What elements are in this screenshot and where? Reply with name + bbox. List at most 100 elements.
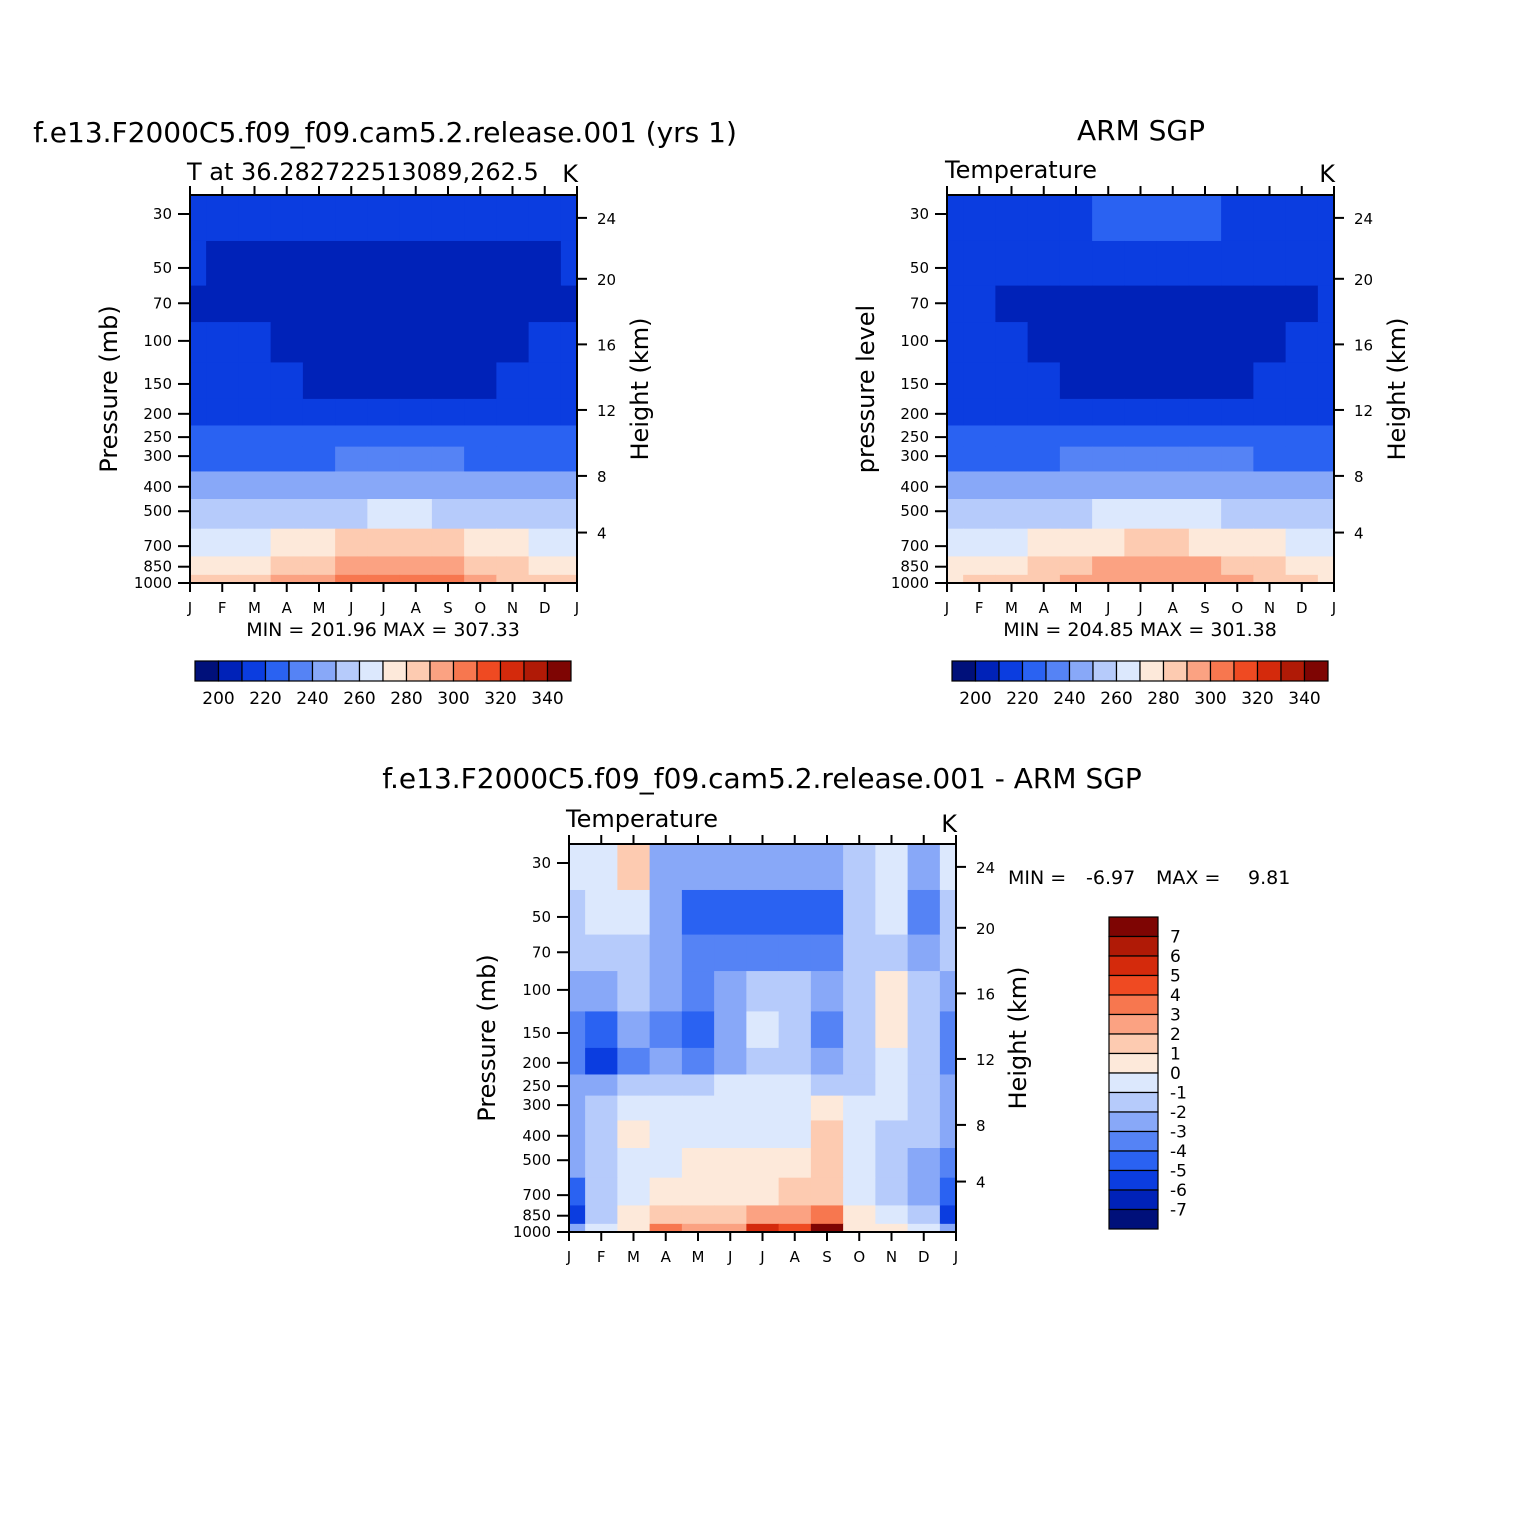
colorbar-label: -2 — [1170, 1103, 1187, 1123]
heatmap-cell — [995, 362, 1029, 400]
heatmap-cell — [238, 362, 272, 400]
y-tick-label: 1000 — [891, 574, 929, 592]
heatmap-cell — [1188, 471, 1222, 500]
heatmap-cell — [431, 398, 465, 427]
heatmap-cell — [206, 471, 239, 500]
heatmap-cell — [399, 362, 433, 400]
heatmap-cell — [335, 471, 368, 500]
heatmap-cell — [569, 1074, 586, 1097]
heatmap-cell — [714, 1205, 747, 1225]
colorbar-swatch — [1108, 1150, 1159, 1172]
heatmap-cell — [560, 556, 578, 576]
heatmap-cell — [1317, 446, 1335, 473]
heatmap-cell — [399, 398, 433, 427]
colorbar-swatch — [1303, 660, 1329, 682]
heatmap-cell — [1124, 398, 1158, 427]
colorbar-swatch — [1162, 660, 1188, 682]
heatmap-cell — [270, 398, 304, 427]
x-tick-label: M — [1070, 599, 1083, 617]
heatmap-cell — [302, 556, 336, 576]
heatmap-cell — [746, 1095, 780, 1122]
heatmap-cell — [681, 1147, 715, 1179]
x-tick-label: M — [627, 1248, 640, 1266]
heatmap-cell — [649, 1074, 683, 1097]
heatmap-cell — [1092, 195, 1125, 242]
heatmap-cell — [1124, 471, 1158, 500]
heatmap-cell — [1027, 240, 1061, 287]
heatmap-cell — [939, 934, 957, 972]
colorbar-swatch — [1108, 955, 1159, 977]
heatmap-cell — [843, 1011, 876, 1049]
heatmap-cell — [528, 528, 562, 558]
colorbar-label: -7 — [1170, 1201, 1187, 1221]
heatmap-cell — [569, 1011, 586, 1049]
y-tick-label: 150 — [522, 1024, 551, 1042]
heatmap-cell — [560, 425, 578, 448]
y-tick-label: 500 — [143, 502, 172, 520]
heatmap-cell — [367, 240, 401, 287]
heatmap-cell — [496, 498, 530, 530]
y-tick-label: 100 — [522, 981, 551, 999]
heatmap-cell — [810, 1047, 844, 1076]
heatmap-cell — [1027, 528, 1061, 558]
x-tick-label: D — [918, 1248, 930, 1266]
colorbar-swatch — [452, 660, 478, 682]
heatmap-cell — [206, 528, 239, 558]
colorbar-swatch — [1021, 660, 1047, 682]
heatmap-cell — [907, 1074, 941, 1097]
heatmap-cell — [238, 195, 272, 242]
heatmap-cell — [907, 1095, 941, 1122]
heatmap-cell — [367, 425, 401, 448]
heatmap-cell — [560, 398, 578, 427]
x-tick-label: M — [248, 599, 261, 617]
heatmap-cell — [778, 934, 812, 972]
y-right-tick-label: 20 — [1354, 271, 1373, 289]
heatmap-cell — [649, 1120, 683, 1149]
heatmap-cell — [746, 1177, 780, 1207]
y-right-tick-label: 16 — [1354, 336, 1373, 354]
heatmap-cell — [1156, 195, 1190, 242]
heatmap-cell — [367, 528, 401, 558]
heatmap-cell — [1285, 446, 1319, 473]
heatmap-cell — [778, 1147, 812, 1179]
heatmap-cell — [843, 934, 876, 972]
heatmap-cell — [367, 574, 401, 584]
heatmap-cell — [963, 498, 996, 530]
heatmap-cell — [963, 240, 996, 287]
x-tick-label: M — [313, 599, 326, 617]
heatmap-cell — [270, 362, 304, 400]
colorbar-swatch — [523, 660, 549, 682]
colorbar-swatch — [1209, 660, 1235, 682]
heatmap-cell — [907, 1177, 941, 1207]
colorbar-swatch — [194, 660, 220, 682]
heatmap-cell — [810, 971, 844, 1013]
x-tick-label: J — [348, 599, 353, 617]
heatmap-cell — [1253, 528, 1287, 558]
heatmap-cell — [681, 971, 715, 1013]
heatmap-cell — [995, 528, 1029, 558]
heatmap-cell — [1285, 498, 1319, 530]
heatmap-cell — [270, 498, 304, 530]
heatmap-cell — [875, 844, 909, 891]
x-tick-label: J — [1331, 599, 1336, 617]
heatmap-cell — [560, 446, 578, 473]
heatmap-cell — [560, 528, 578, 558]
heatmap-cell — [367, 362, 401, 400]
colorbar-label: 300 — [1194, 689, 1226, 709]
heatmap-cell — [1092, 398, 1125, 427]
heatmap-cell — [238, 471, 272, 500]
x-tick-label: S — [1200, 599, 1210, 617]
heatmap-cell — [569, 1223, 586, 1233]
heatmap-cell — [681, 1011, 715, 1049]
heatmap-cell — [963, 425, 996, 448]
heatmap-cell — [843, 1095, 876, 1122]
heatmap-cell — [238, 574, 272, 584]
heatmap-cell — [302, 398, 336, 427]
heatmap-cell — [335, 240, 368, 287]
heatmap-cell — [995, 285, 1029, 323]
heatmap-cell — [617, 1074, 651, 1097]
heatmap-cell — [681, 1047, 715, 1076]
heatmap-cell — [907, 1147, 941, 1179]
heatmap-cell — [1317, 556, 1335, 576]
heatmap-cell — [907, 1205, 941, 1225]
